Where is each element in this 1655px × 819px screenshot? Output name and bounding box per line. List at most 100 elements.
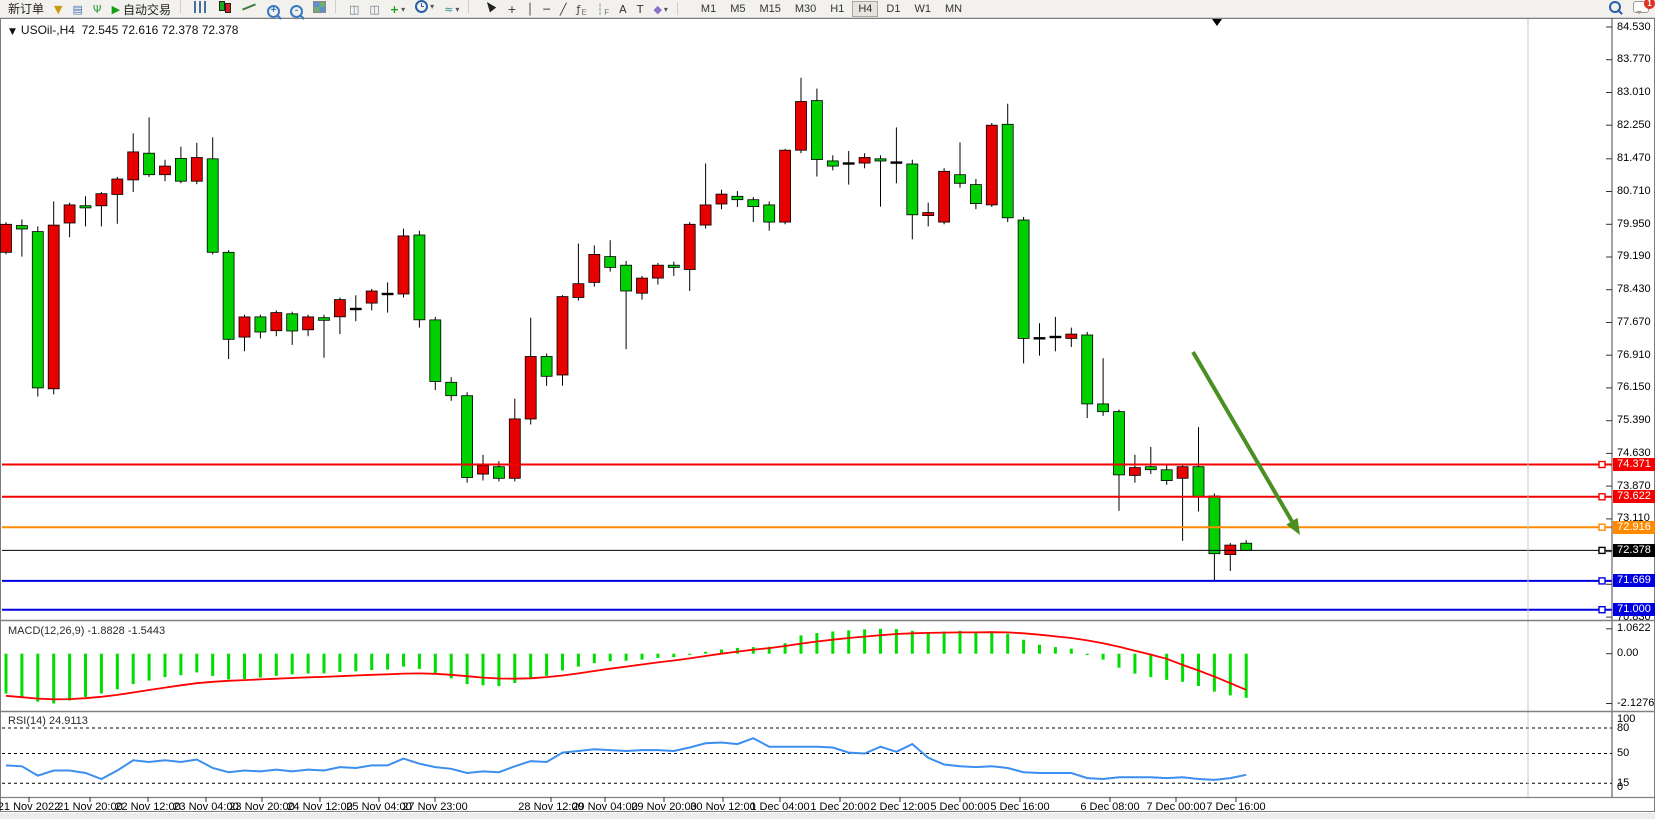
toolbar-separator [335, 0, 340, 13]
chart-symbol-period: USOil-,H4 [20, 23, 75, 37]
toolbar-groups: 新订单▼▤Ψ▶自动交易◫◫+▾▾≈▾+│─╱ƒE┆FAT◆▾ [0, 0, 673, 20]
fibo-grid-icon-sub: F [604, 7, 610, 17]
text-icon[interactable]: A [615, 1, 631, 18]
line-chart-icon [242, 0, 257, 13]
funnel-icon: ▼ [54, 2, 63, 16]
price-tick-label: 83.010 [1617, 86, 1651, 98]
rsi-tick-label: 50 [1617, 747, 1630, 759]
periods-clock-icon[interactable]: ▾ [411, 0, 438, 15]
trendline-icon: ╱ [559, 2, 567, 16]
bar-chart-icon[interactable] [190, 0, 211, 15]
price-tick-label: 76.910 [1617, 349, 1651, 361]
notification-badge: 1 [1644, 0, 1655, 9]
timeframe-h4-button[interactable]: H4 [852, 0, 879, 17]
time-tick-label: 30 Nov 12:00 [690, 801, 756, 813]
price-tick-label: 79.950 [1617, 218, 1651, 230]
chart-ohlc-quote: 72.545 72.616 72.378 72.378 [81, 23, 239, 37]
time-tick-label: 1 Dec 04:00 [750, 801, 810, 813]
bar-chart-icon [194, 0, 208, 13]
template-icon[interactable]: ≈ ▾ [440, 1, 463, 18]
tile-windows-icon[interactable] [309, 0, 330, 15]
shapes-icon[interactable]: ◆ ▾ [649, 1, 671, 18]
timeframe-mn-button[interactable]: MN [944, 2, 963, 15]
price-tick-label: 84.530 [1617, 21, 1651, 33]
profile-forward-icon[interactable]: ◫ [345, 1, 363, 18]
chart-title: ▼ USOil-,H4 72.545 72.616 72.378 72.378 [9, 23, 238, 37]
vertical-line-icon[interactable]: │ [523, 1, 538, 18]
shapes-icon: ◆ [653, 2, 662, 16]
label-icon[interactable]: T [633, 1, 648, 18]
zoom-in-icon[interactable] [263, 3, 284, 20]
candlestick-chart-icon[interactable] [213, 0, 236, 15]
timeframe-h1-button[interactable]: H1 [830, 2, 845, 15]
rsi-tick-label: 100 [1617, 713, 1636, 725]
timeframe-d1-button[interactable]: D1 [886, 2, 901, 15]
profile-back-icon: ◫ [369, 2, 380, 16]
timeframe-m30-button[interactable]: M30 [794, 2, 817, 15]
price-line-badge: 73.622 [1613, 490, 1655, 503]
time-tick-label: 7 Dec 16:00 [1206, 801, 1266, 813]
line-chart-icon[interactable] [238, 0, 261, 15]
horizontal-line-icon: ─ [543, 2, 550, 16]
cursor-icon[interactable] [478, 0, 501, 15]
crosshair-icon: + [507, 2, 517, 16]
zoom-out-icon [290, 4, 304, 18]
template-icon-dropdown[interactable]: ▾ [455, 4, 460, 14]
fibonacci-icon-sub: E [581, 7, 587, 17]
signals-icon[interactable]: Ψ [89, 1, 106, 18]
rsi-indicator-label: RSI(14) 24.9113 [8, 715, 88, 727]
funnel-icon[interactable]: ▼ [50, 1, 66, 18]
price-tick-label: 81.470 [1617, 152, 1651, 164]
timeframe-m15-button[interactable]: M15 [759, 2, 781, 15]
price-tick-label: 73.870 [1617, 480, 1651, 492]
template-icon: ≈ [444, 2, 454, 16]
chart-dropdown-icon[interactable]: ▼ [9, 27, 16, 37]
periods-clock-icon [415, 0, 429, 13]
candlestick-chart-icon [217, 0, 232, 13]
fibo-grid-icon[interactable]: ┆ F [593, 1, 614, 18]
chat-icon[interactable]: 1 [1633, 0, 1655, 14]
macd-name: MACD(12,26,9) [8, 625, 85, 637]
macd-indicator-label: MACD(12,26,9) -1.8828 -1.5443 [8, 625, 165, 637]
price-line-badge: 74.371 [1613, 458, 1655, 471]
timeframe-m5-button[interactable]: M5 [730, 2, 746, 15]
top-toolbar: 新订单▼▤Ψ▶自动交易◫◫+▾▾≈▾+│─╱ƒE┆FAT◆▾ M1M5M15M3… [0, 0, 1655, 18]
autotrade-button-label: 自动交易 [123, 2, 172, 17]
new-order-button-label: 新订单 [8, 1, 45, 16]
time-tick-label: 29 Nov 04:00 [572, 801, 638, 813]
text-icon: A [619, 2, 627, 16]
new-order-button[interactable]: 新订单 [1, 0, 48, 17]
time-tick-label: 7 Dec 00:00 [1146, 801, 1206, 813]
market-watch-icon: ▤ [72, 2, 83, 16]
horizontal-line-icon[interactable]: ─ [539, 1, 554, 18]
new-chart-icon[interactable]: + ▾ [386, 1, 409, 18]
trendline-icon[interactable]: ╱ [556, 1, 571, 18]
market-watch-icon[interactable]: ▤ [68, 1, 86, 18]
autotrade-button[interactable]: ▶ 自动交易 [108, 1, 175, 18]
price-tick-label: 76.150 [1617, 381, 1651, 393]
timeframe-w1-button[interactable]: W1 [914, 2, 931, 15]
fibo-grid-icon: ┆ [596, 2, 604, 16]
shapes-icon-dropdown[interactable]: ▾ [663, 4, 668, 14]
price-tick-label: 83.770 [1617, 53, 1651, 65]
new-chart-icon-dropdown[interactable]: ▾ [401, 4, 406, 14]
signals-icon: Ψ [92, 2, 102, 16]
periods-clock-icon-dropdown[interactable]: ▾ [430, 1, 435, 11]
new-chart-icon: + [389, 2, 400, 16]
zoom-out-icon[interactable] [286, 3, 307, 20]
price-line-badge: 71.669 [1613, 574, 1655, 587]
price-tick-label: 80.710 [1617, 185, 1651, 197]
rsi-value: 24.9113 [48, 715, 88, 727]
vertical-line-icon: │ [526, 2, 534, 16]
profile-back-icon[interactable]: ◫ [365, 1, 383, 18]
search-icon[interactable] [1609, 1, 1621, 13]
crosshair-icon[interactable]: + [503, 1, 520, 18]
time-tick-label: 21 Nov 20:00 [57, 801, 123, 813]
time-tick-label: 2 Dec 12:00 [870, 801, 930, 813]
fibonacci-icon: ƒ [576, 2, 581, 16]
timeframe-m1-button[interactable]: M1 [700, 2, 717, 15]
time-tick-label: 28 Nov 12:00 [518, 801, 584, 813]
price-line-badge: 72.916 [1613, 521, 1655, 534]
zoom-in-icon [267, 4, 281, 18]
